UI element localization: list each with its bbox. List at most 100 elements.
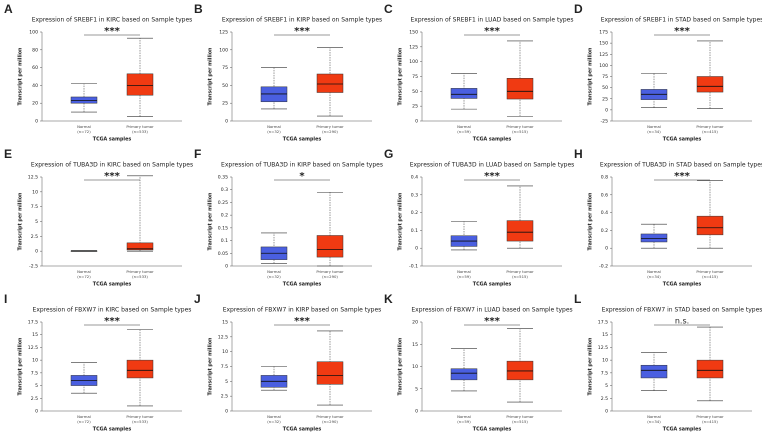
panel-letter: I: [4, 292, 7, 306]
category-label: Normal: [267, 269, 281, 274]
significance-label: ***: [104, 171, 120, 182]
sample-size-label: (n=290): [322, 129, 338, 134]
significance-label: ***: [484, 171, 500, 182]
y-tick-label: 2.5: [221, 394, 228, 400]
y-tick-label: 2.5: [601, 396, 608, 402]
sample-size-label: (n=72): [77, 419, 91, 424]
sample-size-label: (n=72): [77, 129, 91, 134]
y-tick-label: 40: [32, 83, 38, 89]
panel-title: Expression of SREBF1 in LUAD based on Sa…: [410, 17, 573, 24]
y-tick-label: -2.5: [29, 264, 38, 270]
category-label: Primary tumor: [316, 269, 344, 274]
y-tick-label: 25: [222, 101, 228, 107]
sample-size-label: (n=290): [322, 419, 338, 424]
y-tick-label: 12.5: [218, 334, 228, 340]
y-tick-label: 0: [605, 246, 608, 252]
y-tick-label: 15: [412, 342, 418, 348]
y-tick-label: 60: [32, 65, 38, 71]
y-tick-label: 100: [29, 30, 38, 36]
panel-title: Expression of TUBA3D in KIRC based on Sa…: [31, 162, 193, 169]
panel-letter: L: [574, 292, 581, 306]
box: [450, 368, 478, 381]
y-tick-label: 0.35: [218, 175, 228, 181]
sample-size-label: (n=533): [132, 129, 148, 134]
panel-letter: B: [194, 2, 203, 16]
sample-size-label: (n=32): [267, 274, 281, 279]
box: [316, 235, 344, 258]
x-axis-label: TCGA samples: [93, 427, 132, 433]
panel-title: Expression of FBXW7 in KIRC based on Sam…: [33, 307, 192, 314]
y-tick-label: 50: [412, 89, 418, 95]
significance-label: ***: [294, 316, 310, 327]
category-label: Primary tumor: [696, 414, 724, 419]
y-tick-label: 100: [599, 63, 608, 69]
box: [506, 220, 534, 242]
y-tick-label: 10: [32, 358, 38, 364]
y-tick-label: 0.4: [411, 175, 418, 181]
panel: I Expression of FBXW7 in KIRC based on Sa…: [4, 292, 191, 432]
significance-label: n.s.: [675, 317, 689, 326]
y-tick-label: 50: [222, 83, 228, 89]
panel-title: Expression of FBXW7 in LUAD based on Sam…: [411, 307, 572, 314]
box: [70, 96, 98, 104]
y-tick-label: 15: [222, 320, 228, 326]
y-tick-label: 12.5: [598, 345, 608, 351]
y-tick-label: 0: [415, 409, 418, 415]
panel: F Expression of TUBA3D in KIRP based on S…: [194, 147, 383, 287]
y-tick-label: 0.2: [601, 228, 608, 234]
x-axis-label: TCGA samples: [473, 137, 512, 143]
y-axis-label: Transcript per million: [588, 47, 594, 105]
y-tick-label: 175: [599, 30, 608, 36]
panel-title: Expression of SREBF1 in KIRC based on Sa…: [32, 17, 193, 24]
panel-letter: G: [384, 147, 393, 161]
y-tick-label: 150: [409, 30, 418, 36]
x-axis-label: TCGA samples: [93, 282, 132, 288]
y-tick-label: 0.25: [218, 200, 228, 206]
panel-title: Expression of SREBF1 in KIRP based on Sa…: [222, 17, 382, 24]
sample-size-label: (n=515): [512, 419, 528, 424]
box: [640, 364, 668, 379]
box: [506, 360, 534, 381]
y-tick-label: 5: [225, 379, 228, 385]
category-label: Normal: [647, 124, 661, 129]
panel-letter: E: [4, 147, 12, 161]
sample-size-label: (n=34): [647, 129, 661, 134]
x-axis-label: TCGA samples: [283, 427, 322, 433]
y-tick-label: 0: [605, 107, 608, 113]
y-tick-label: 7.5: [31, 370, 38, 376]
category-label: Normal: [647, 269, 661, 274]
x-axis-label: TCGA samples: [473, 427, 512, 433]
y-axis-label: Transcript per million: [18, 337, 24, 395]
y-tick-label: 12.5: [28, 175, 38, 181]
box: [316, 361, 344, 385]
category-label: Normal: [457, 124, 471, 129]
panel-title: Expression of SREBF1 in STAD based on Sa…: [601, 17, 762, 24]
box: [506, 78, 534, 100]
y-tick-label: 5: [605, 383, 608, 389]
sample-size-label: (n=32): [267, 129, 281, 134]
y-tick-label: 0: [605, 409, 608, 415]
box: [696, 76, 724, 93]
sample-size-label: (n=34): [647, 274, 661, 279]
panel: E Expression of TUBA3D in KIRC based on S…: [4, 147, 193, 287]
panel: G Expression of TUBA3D in LUAD based on S…: [384, 147, 574, 287]
category-label: Primary tumor: [316, 414, 344, 419]
panel: C Expression of SREBF1 in LUAD based on S…: [384, 2, 574, 142]
significance-label: ***: [674, 26, 690, 37]
y-tick-label: 0.3: [411, 192, 418, 198]
panel-title: Expression of FBXW7 in KIRP based on Sam…: [223, 307, 382, 314]
y-tick-label: 0.3: [221, 187, 228, 193]
sample-size-label: (n=515): [512, 274, 528, 279]
y-tick-label: 20: [412, 320, 418, 326]
y-tick-label: 20: [32, 101, 38, 107]
y-tick-label: 75: [412, 74, 418, 80]
category-label: Primary tumor: [696, 124, 724, 129]
sample-size-label: (n=290): [322, 274, 338, 279]
y-tick-label: 0: [415, 119, 418, 125]
sample-size-label: (n=59): [457, 419, 471, 424]
category-label: Normal: [457, 414, 471, 419]
y-tick-label: 10: [412, 364, 418, 370]
y-tick-label: 0.4: [601, 210, 608, 216]
panel-letter: A: [4, 2, 13, 16]
box: [126, 242, 154, 251]
